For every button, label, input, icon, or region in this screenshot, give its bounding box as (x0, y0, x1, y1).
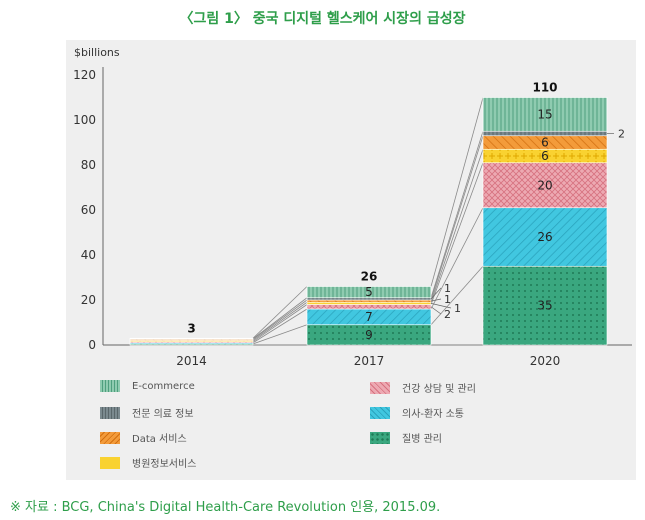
bar-total-label: 110 (532, 81, 557, 95)
legend-swatch (370, 431, 390, 444)
connector-line (252, 297, 308, 340)
legend-item: Data 서비스 (100, 430, 187, 445)
bar-segment (306, 301, 432, 305)
bar-segment (482, 265, 608, 346)
connector-line (430, 149, 484, 303)
connector-line (430, 207, 484, 310)
segment-value-label: 15 (537, 107, 552, 121)
legend-label: Data 서비스 (132, 434, 187, 445)
segment-value-label: 20 (537, 178, 552, 192)
legend-label: 건강 상담 및 관리 (402, 384, 476, 395)
callout-line (430, 303, 452, 309)
y-tick-label: 80 (81, 158, 96, 172)
bar-segment (482, 162, 608, 209)
y-tick-label: 20 (81, 293, 96, 307)
connector-line (430, 135, 484, 301)
y-tick-label: 100 (73, 113, 96, 127)
connector-line (252, 304, 308, 342)
legend-item: 건강 상담 및 관리 (370, 380, 476, 395)
source-note: ※ 자료 : BCG, China's Digital Health-Care … (10, 500, 441, 515)
segment-value-label: 2 (618, 128, 625, 141)
legend-label: 병원정보서비스 (132, 459, 197, 470)
segment-value-label: 6 (541, 149, 549, 163)
segment-value-label: 9 (365, 328, 373, 342)
x-tick-label: 2020 (530, 354, 561, 368)
callout-line (430, 298, 442, 302)
x-tick-label: 2017 (354, 354, 385, 368)
x-tick-label: 2014 (176, 354, 207, 368)
connector-line (252, 308, 308, 344)
bar-total-label: 3 (187, 321, 195, 335)
connector-line (430, 131, 484, 298)
bar-segment (129, 337, 254, 340)
connector-line (430, 162, 484, 305)
connector-line (252, 286, 308, 339)
y-tick-label: 40 (81, 248, 96, 262)
callout-line (430, 287, 442, 300)
segment-value-label: 35 (537, 299, 552, 313)
y-tick-label: 60 (81, 203, 96, 217)
segment-value-label: 1 (444, 282, 451, 295)
bar-segment (306, 299, 432, 303)
legend-item: 병원정보서비스 (100, 455, 196, 470)
legend-item: 의사-환자 소통 (370, 405, 464, 420)
connector-line (430, 97, 484, 287)
y-axis-title: $billions (74, 46, 120, 59)
segment-value-label: 1 (444, 293, 451, 306)
figure-title: 〈그림 1〉 중국 디지털 헬스케어 시장의 급성장 (179, 11, 466, 27)
connector-line (252, 324, 308, 345)
connector-line (252, 299, 308, 340)
legend-swatch (100, 456, 120, 469)
bar-segment (482, 97, 608, 132)
segment-value-label: 6 (541, 136, 549, 150)
bar-segment (306, 304, 432, 310)
legend-item: 질병 관리 (370, 430, 442, 445)
legend-swatch (100, 431, 120, 444)
bar-total-label: 26 (361, 270, 378, 284)
bar-segment (482, 207, 608, 267)
callout-line (430, 306, 442, 315)
legend-swatch (370, 381, 390, 394)
segment-value-label: 2 (444, 308, 451, 321)
y-tick-label: 0 (88, 338, 96, 352)
legend-swatch (100, 406, 120, 419)
legend-swatch (100, 380, 120, 392)
legend-label: 질병 관리 (402, 434, 442, 445)
segment-value-label: 26 (537, 230, 552, 244)
legend-label: 의사-환자 소통 (402, 409, 464, 420)
segment-value-label: 5 (365, 285, 373, 299)
segment-value-label: 1 (454, 302, 461, 315)
connector-line (430, 265, 484, 326)
legend-item: 전문 의료 정보 (100, 405, 194, 420)
segment-value-label: 7 (365, 310, 373, 324)
y-tick-label: 120 (73, 68, 96, 82)
bar-segment (306, 286, 432, 299)
legend-label: E-commerce (132, 380, 195, 392)
legend-swatch (370, 406, 390, 419)
connector-line (252, 301, 308, 341)
legend-label: 전문 의료 정보 (132, 409, 194, 420)
legend-item: E-commerce (100, 380, 195, 392)
